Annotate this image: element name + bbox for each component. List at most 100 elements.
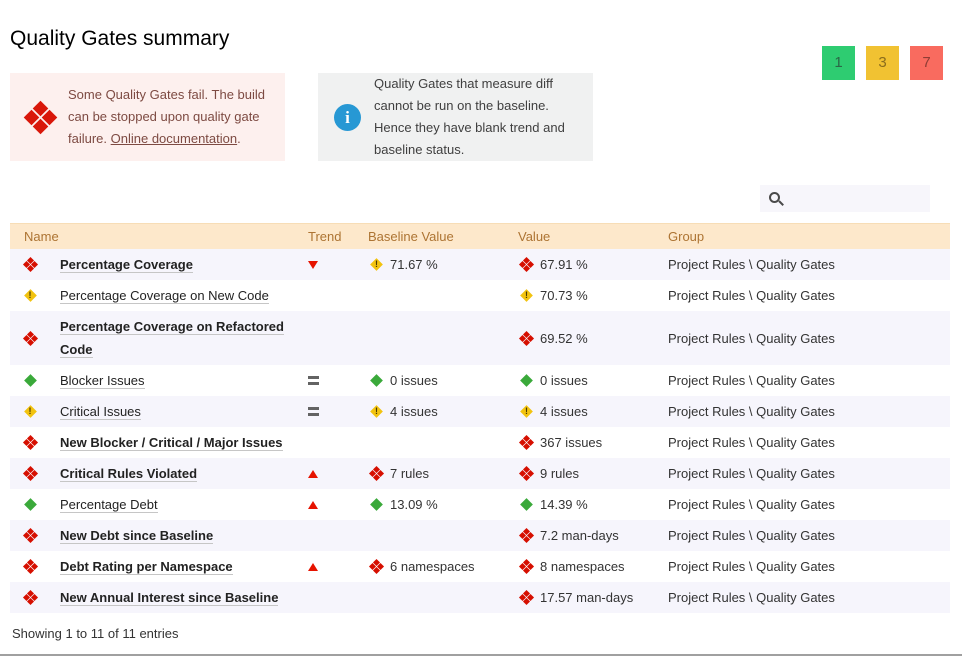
- fail-status-icon: [368, 558, 385, 575]
- gate-name-cell: New Debt since Baseline: [50, 520, 300, 551]
- column-header-name[interactable]: Name: [24, 229, 59, 244]
- metric-value: 7.2 man-days: [540, 528, 619, 543]
- group-cell: Project Rules \ Quality Gates: [668, 559, 835, 574]
- metric-value: 4 issues: [390, 404, 438, 419]
- table-row: Percentage Coverage on Refactored Code 69…: [10, 311, 950, 365]
- notice-boxes: Some Quality Gates fail. The build can b…: [10, 73, 950, 161]
- metric-value: 13.09 %: [390, 497, 438, 512]
- gate-name-link[interactable]: New Annual Interest since Baseline: [60, 590, 279, 606]
- group-cell: Project Rules \ Quality Gates: [668, 288, 835, 303]
- gate-status-cell: [10, 330, 50, 346]
- value-cell: 14.39 %: [510, 497, 660, 512]
- fail-status-icon: [22, 330, 38, 346]
- metric-value: 69.52 %: [540, 330, 588, 346]
- table-row: New Annual Interest since Baseline 17.57 …: [10, 582, 950, 613]
- column-header-trend[interactable]: Trend: [308, 229, 342, 244]
- trend-cell: [300, 469, 360, 478]
- table-body: Percentage Coverage 71.67 % 67.91 % Project…: [10, 249, 950, 613]
- trend-cell: [300, 407, 360, 416]
- search-box[interactable]: [760, 185, 962, 212]
- warning-text: Some Quality Gates fail. The build can b…: [68, 87, 266, 146]
- quality-gates-page: Quality Gates summary 1 3 7 Some Quality…: [0, 27, 962, 641]
- group-cell: Project Rules \ Quality Gates: [668, 435, 835, 450]
- pass-status-icon: [520, 498, 533, 511]
- fail-status-icon: [22, 589, 38, 606]
- value-cell: 17.57 man-days: [510, 589, 660, 606]
- gate-status-cell: [10, 498, 50, 511]
- summary-badges: 1 3 7: [822, 46, 943, 80]
- fail-status-icon: [22, 465, 38, 482]
- metric-value: 367 issues: [540, 435, 603, 450]
- gate-name-link[interactable]: Percentage Coverage on New Code: [60, 288, 269, 304]
- baseline-value-cell: 13.09 %: [360, 497, 510, 512]
- pass-status-icon: [23, 498, 37, 511]
- table-row: Critical Issues 4 issues 4 issues Project R…: [10, 396, 950, 427]
- group-cell: Project Rules \ Quality Gates: [668, 590, 835, 605]
- column-header-baseline-value[interactable]: Baseline Value: [368, 229, 454, 244]
- value-cell: 8 namespaces: [510, 558, 660, 575]
- gate-status-cell: [10, 289, 50, 302]
- pass-status-icon: [370, 374, 383, 387]
- group-cell: Project Rules \ Quality Gates: [668, 330, 835, 346]
- metric-value: 9 rules: [540, 466, 580, 481]
- search-row: [10, 185, 962, 212]
- warn-status-icon: [370, 258, 383, 271]
- gate-name-cell: Debt Rating per Namespace: [50, 551, 300, 582]
- gate-name-link[interactable]: Percentage Coverage on Refactored Code: [60, 319, 284, 358]
- gate-name-link[interactable]: Blocker Issues: [60, 373, 145, 389]
- gate-name-cell: Percentage Coverage: [50, 249, 300, 280]
- warn-status-icon: [520, 289, 533, 302]
- trend-up-icon: [308, 500, 318, 509]
- info-notice: Quality Gates that measure diff cannot b…: [318, 73, 593, 161]
- fail-status-icon: [518, 465, 535, 482]
- gate-name-link[interactable]: New Blocker / Critical / Major Issues: [60, 435, 283, 451]
- trend-cell: [300, 260, 360, 269]
- metric-value: 0 issues: [390, 373, 438, 388]
- quality-gates-table: Name Trend Baseline Value Value Group Pe…: [10, 223, 950, 613]
- warning-notice: Some Quality Gates fail. The build can b…: [10, 73, 285, 161]
- gate-name-link[interactable]: Critical Rules Violated: [60, 466, 198, 482]
- fail-status-icon: [518, 434, 535, 451]
- group-cell: Project Rules \ Quality Gates: [668, 257, 835, 272]
- metric-value: 8 namespaces: [540, 559, 625, 574]
- gate-name-cell: Percentage Coverage on New Code: [50, 280, 300, 311]
- metric-value: 17.57 man-days: [540, 590, 634, 605]
- column-header-group[interactable]: Group: [668, 229, 705, 244]
- gate-name-cell: Percentage Debt: [50, 489, 300, 520]
- group-cell: Project Rules \ Quality Gates: [668, 528, 835, 543]
- gate-name-cell: Critical Issues: [50, 396, 300, 427]
- table-row: Percentage Coverage on New Code 70.73 % Pr…: [10, 280, 950, 311]
- baseline-value-cell: 71.67 %: [360, 257, 510, 272]
- baseline-value-cell: 6 namespaces: [360, 558, 510, 575]
- metric-value: 4 issues: [540, 404, 588, 419]
- search-input[interactable]: [784, 185, 962, 212]
- gate-name-link[interactable]: Percentage Coverage: [60, 257, 193, 273]
- gate-name-link[interactable]: Debt Rating per Namespace: [60, 559, 233, 575]
- value-cell: 0 issues: [510, 373, 660, 388]
- gate-name-link[interactable]: New Debt since Baseline: [60, 528, 214, 544]
- info-notice-text: Quality Gates that measure diff cannot b…: [374, 76, 565, 157]
- fail-status-icon: [22, 558, 38, 575]
- trend-cell: [300, 562, 360, 571]
- gate-name-link[interactable]: Critical Issues: [60, 404, 141, 420]
- fail-status-icon: [518, 589, 535, 606]
- trend-down-icon: [308, 260, 318, 269]
- entries-summary: Showing 1 to 11 of 11 entries: [12, 626, 179, 641]
- baseline-value-cell: 0 issues: [360, 373, 510, 388]
- column-header-value[interactable]: Value: [518, 229, 551, 244]
- online-documentation-link[interactable]: Online documentation: [110, 131, 238, 146]
- fail-status-icon: [22, 527, 38, 544]
- group-cell: Project Rules \ Quality Gates: [668, 404, 835, 419]
- gate-name-link[interactable]: Percentage Debt: [60, 497, 158, 513]
- fail-status-icon: [22, 256, 38, 273]
- search-icon: [768, 191, 784, 207]
- gate-status-cell: [10, 256, 50, 273]
- fail-status-icon: [518, 330, 535, 346]
- gate-status-cell: [10, 589, 50, 606]
- metric-value: 14.39 %: [540, 497, 588, 512]
- value-cell: 69.52 %: [510, 330, 660, 346]
- metric-value: 71.67 %: [390, 257, 438, 272]
- quality-gate-fail-icon: [23, 100, 58, 134]
- table-row: Critical Rules Violated 7 rules 9 rules Pro…: [10, 458, 950, 489]
- value-cell: 7.2 man-days: [510, 527, 660, 544]
